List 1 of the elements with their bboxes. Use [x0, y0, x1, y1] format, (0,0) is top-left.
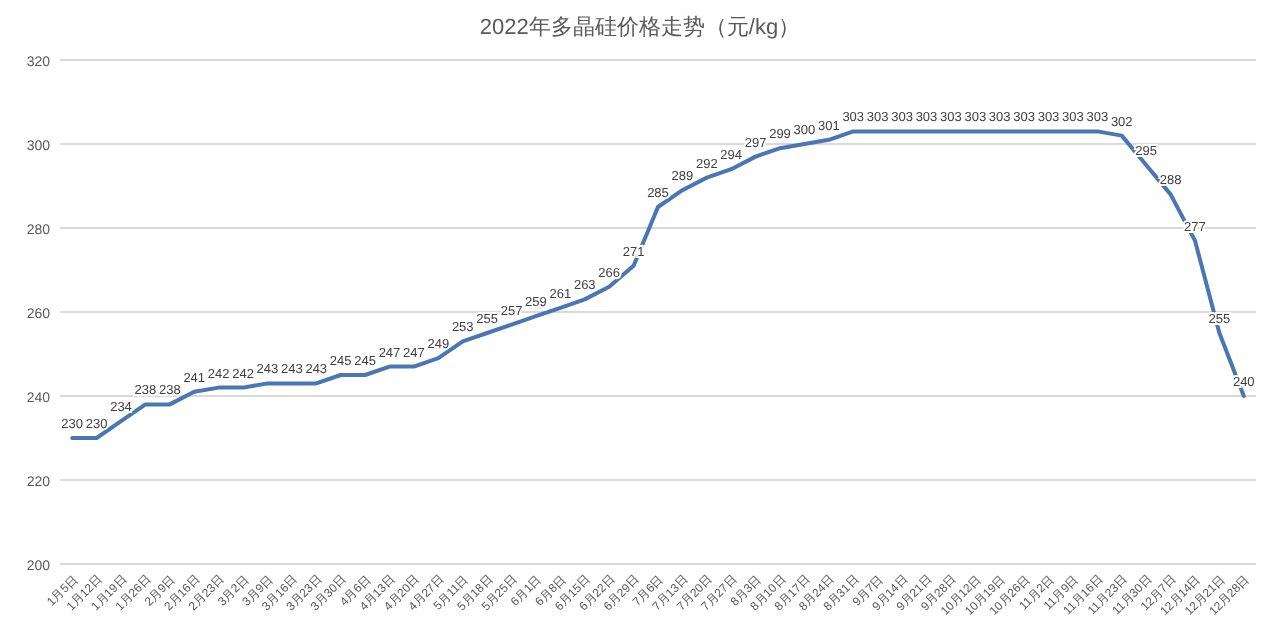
chart-title: 2022年多晶硅价格走势（元/kg）: [479, 14, 801, 40]
